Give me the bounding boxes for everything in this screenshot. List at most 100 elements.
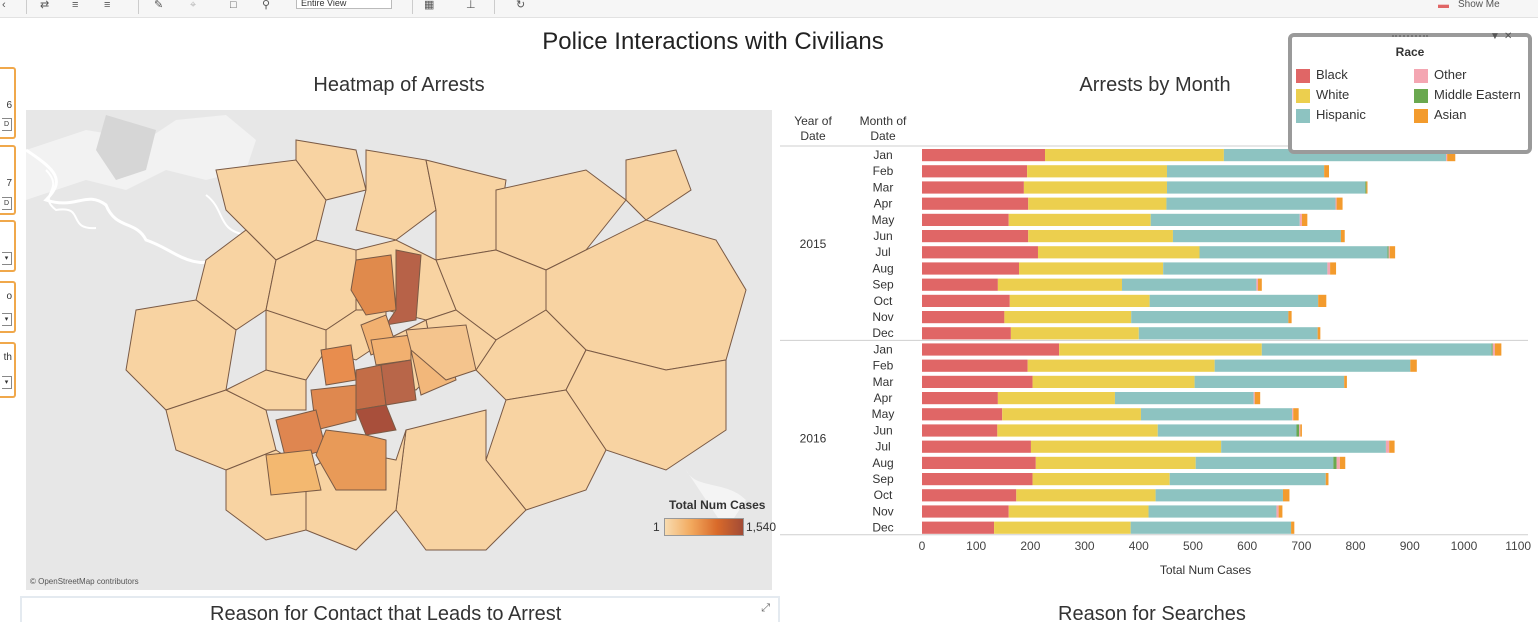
filter-control[interactable]: D xyxy=(2,118,12,131)
bar-segment[interactable] xyxy=(1292,408,1294,421)
legend-item[interactable]: Black xyxy=(1296,67,1348,83)
bar-segment[interactable] xyxy=(922,392,998,405)
bar-segment[interactable] xyxy=(1221,440,1386,453)
bar-segment[interactable] xyxy=(1166,165,1325,178)
bar-segment[interactable] xyxy=(1333,456,1337,469)
bar-segment[interactable] xyxy=(1149,294,1319,307)
bar-segment[interactable] xyxy=(1385,440,1390,453)
bar-segment[interactable] xyxy=(922,521,995,534)
bar-segment[interactable] xyxy=(1276,505,1279,518)
bar-segment[interactable] xyxy=(1045,149,1224,162)
bar-segment[interactable] xyxy=(1296,424,1300,437)
dropdown-icon[interactable]: ▼ xyxy=(1490,31,1500,42)
bar-segment[interactable] xyxy=(1278,505,1283,518)
bar-segment[interactable] xyxy=(1199,246,1388,259)
bar-segment[interactable] xyxy=(1318,294,1327,307)
bar-segment[interactable] xyxy=(922,505,1009,518)
bar-segment[interactable] xyxy=(1253,392,1255,405)
bar-segment[interactable] xyxy=(1027,359,1215,372)
bar-segment[interactable] xyxy=(1366,181,1368,194)
swap-icon[interactable]: ⇄ xyxy=(40,0,50,11)
bar-segment[interactable] xyxy=(1150,213,1300,226)
show-me-button[interactable]: Show Me xyxy=(1458,0,1500,10)
pin-icon[interactable]: ⌖ xyxy=(190,0,197,11)
bar-segment[interactable] xyxy=(1027,165,1167,178)
chart-icon[interactable]: ▦ xyxy=(424,0,435,11)
bar-segment[interactable] xyxy=(922,456,1036,469)
bar-segment[interactable] xyxy=(1028,197,1167,210)
bar-segment[interactable] xyxy=(922,408,1003,421)
bar-segment[interactable] xyxy=(1166,197,1336,210)
bar-segment[interactable] xyxy=(1365,181,1367,194)
bar-segment[interactable] xyxy=(1008,213,1151,226)
bar-segment[interactable] xyxy=(1019,262,1164,275)
legend-item[interactable]: Middle Eastern xyxy=(1414,87,1521,103)
legend-item[interactable]: Asian xyxy=(1414,107,1467,123)
bar-segment[interactable] xyxy=(1010,327,1139,340)
bar-segment[interactable] xyxy=(1166,181,1366,194)
bar-segment[interactable] xyxy=(994,521,1131,534)
bar-segment[interactable] xyxy=(1344,375,1347,388)
bar-segment[interactable] xyxy=(1155,489,1283,502)
bar-segment[interactable] xyxy=(1491,343,1493,356)
bar-segment[interactable] xyxy=(922,440,1031,453)
race-legend[interactable]: ▼ ✕ Race Black Other White Middle Easter… xyxy=(1288,31,1532,154)
bar-segment[interactable] xyxy=(922,375,1033,388)
pin-tooltip-icon[interactable]: ⚲ xyxy=(262,0,271,11)
legend-item[interactable]: Hispanic xyxy=(1296,107,1366,123)
sort-ascending-icon[interactable]: ≡ xyxy=(72,0,79,11)
heatmap-map[interactable]: © OpenStreetMap contributors xyxy=(26,110,772,590)
bar-segment[interactable] xyxy=(1163,262,1328,275)
bar-segment[interactable] xyxy=(1037,246,1200,259)
bar-segment[interactable] xyxy=(922,311,1005,324)
bar-segment[interactable] xyxy=(1157,424,1297,437)
bar-segment[interactable] xyxy=(1131,311,1289,324)
bar-segment[interactable] xyxy=(1336,197,1343,210)
bar-segment[interactable] xyxy=(1288,311,1292,324)
bar-segment[interactable] xyxy=(1032,375,1195,388)
bar-segment[interactable] xyxy=(1008,505,1149,518)
presentation-icon[interactable]: ⊥ xyxy=(466,0,476,11)
bar-segment[interactable] xyxy=(922,197,1029,210)
bar-segment[interactable] xyxy=(1002,408,1141,421)
bar-segment[interactable] xyxy=(1282,489,1290,502)
fit-dropdown[interactable]: Entire View xyxy=(296,0,392,9)
bar-segment[interactable] xyxy=(1028,230,1173,243)
bar-segment[interactable] xyxy=(922,343,1060,356)
bar-segment[interactable] xyxy=(922,246,1038,259)
legend-item[interactable]: Other xyxy=(1414,67,1467,83)
bar-segment[interactable] xyxy=(1254,392,1261,405)
bar-segment[interactable] xyxy=(1030,440,1222,453)
bar-segment[interactable] xyxy=(1340,230,1345,243)
bar-segment[interactable] xyxy=(1032,473,1170,486)
bar-segment[interactable] xyxy=(1330,262,1337,275)
bar-segment[interactable] xyxy=(1194,375,1345,388)
bar-segment[interactable] xyxy=(1009,294,1150,307)
filter-control[interactable]: D xyxy=(2,197,12,210)
bar-segment[interactable] xyxy=(1446,149,1448,162)
bar-segment[interactable] xyxy=(922,424,998,437)
filter-dropdown[interactable]: ▾ xyxy=(2,313,12,326)
filter-dropdown[interactable]: ▾ xyxy=(2,252,12,265)
bar-segment[interactable] xyxy=(997,278,1122,291)
close-icon[interactable]: ✕ xyxy=(1504,31,1513,42)
legend-item[interactable]: White xyxy=(1296,87,1349,103)
bar-segment[interactable] xyxy=(1261,343,1492,356)
bar-segment[interactable] xyxy=(1130,521,1292,534)
bar-segment[interactable] xyxy=(997,424,1158,437)
bar-segment[interactable] xyxy=(922,473,1033,486)
bar-segment[interactable] xyxy=(1388,246,1390,259)
bar-segment[interactable] xyxy=(1336,456,1340,469)
bar-segment[interactable] xyxy=(1138,327,1318,340)
share-icon[interactable]: ↻ xyxy=(516,0,526,11)
bar-segment[interactable] xyxy=(1016,489,1156,502)
bar-segment[interactable] xyxy=(1387,246,1389,259)
bar-segment[interactable] xyxy=(1325,473,1329,486)
bar-segment[interactable] xyxy=(1339,456,1346,469)
bar-segment[interactable] xyxy=(1494,343,1502,356)
bar-segment[interactable] xyxy=(922,278,998,291)
bar-segment[interactable] xyxy=(1023,181,1167,194)
filter-dropdown[interactable]: ▾ xyxy=(2,376,12,389)
bar-segment[interactable] xyxy=(922,294,1010,307)
